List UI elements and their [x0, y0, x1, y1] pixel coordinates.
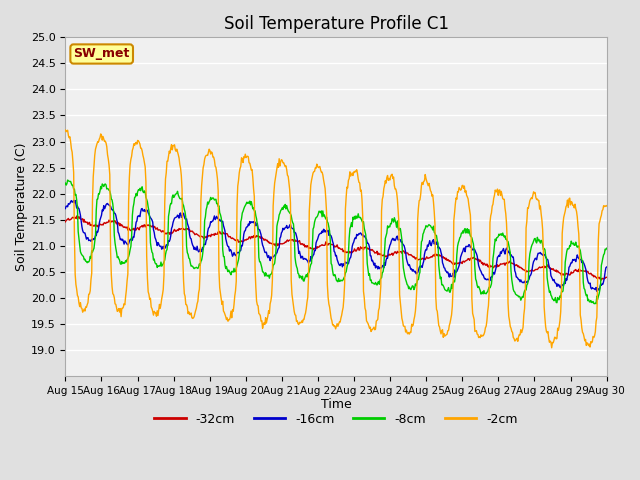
X-axis label: Time: Time	[321, 398, 351, 411]
Y-axis label: Soil Temperature (C): Soil Temperature (C)	[15, 143, 28, 271]
Legend: -32cm, -16cm, -8cm, -2cm: -32cm, -16cm, -8cm, -2cm	[149, 408, 523, 431]
Title: Soil Temperature Profile C1: Soil Temperature Profile C1	[223, 15, 449, 33]
Text: SW_met: SW_met	[74, 48, 130, 60]
